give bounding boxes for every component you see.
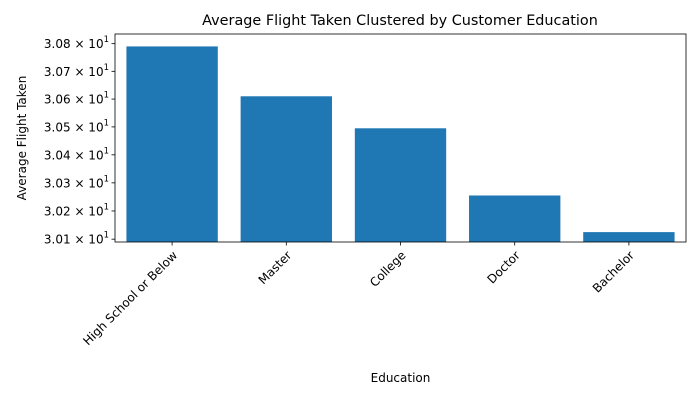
y-tick-label: 3.04 × 101 — [44, 146, 109, 162]
y-tick-label: 3.03 × 101 — [44, 174, 109, 190]
bar-doctor — [469, 195, 561, 242]
y-tick-label: 3.02 × 101 — [44, 202, 109, 218]
x-tick-label: High School or Below — [80, 248, 180, 348]
y-axis: 3.01 × 101 3.02 × 101 3.03 × 101 3.04 × 101… — [44, 35, 115, 247]
y-axis-label: Average Flight Taken — [15, 76, 29, 201]
bar-college — [354, 128, 447, 242]
x-tick-label: Bachelor — [590, 248, 637, 295]
y-tick-label: 3.07 × 101 — [44, 63, 109, 79]
x-axis-label: Education — [371, 371, 431, 385]
bar-high-school-or-below — [126, 46, 218, 243]
x-tick-label: Master — [256, 248, 295, 287]
y-tick-label: 3.01 × 101 — [44, 231, 109, 247]
y-tick-label: 3.06 × 101 — [44, 91, 109, 107]
bar-master — [240, 96, 332, 243]
x-axis: High School or Below Master College Doctor B… — [80, 242, 637, 348]
y-tick-label: 3.08 × 101 — [44, 35, 109, 51]
x-tick-label: Doctor — [485, 248, 523, 286]
chart-title: Average Flight Taken Clustered by Custom… — [202, 13, 598, 29]
y-tick-label: 3.05 × 101 — [44, 118, 109, 134]
x-tick-label: College — [367, 248, 409, 290]
bar-bachelor — [583, 232, 675, 242]
bars-group — [126, 46, 675, 243]
